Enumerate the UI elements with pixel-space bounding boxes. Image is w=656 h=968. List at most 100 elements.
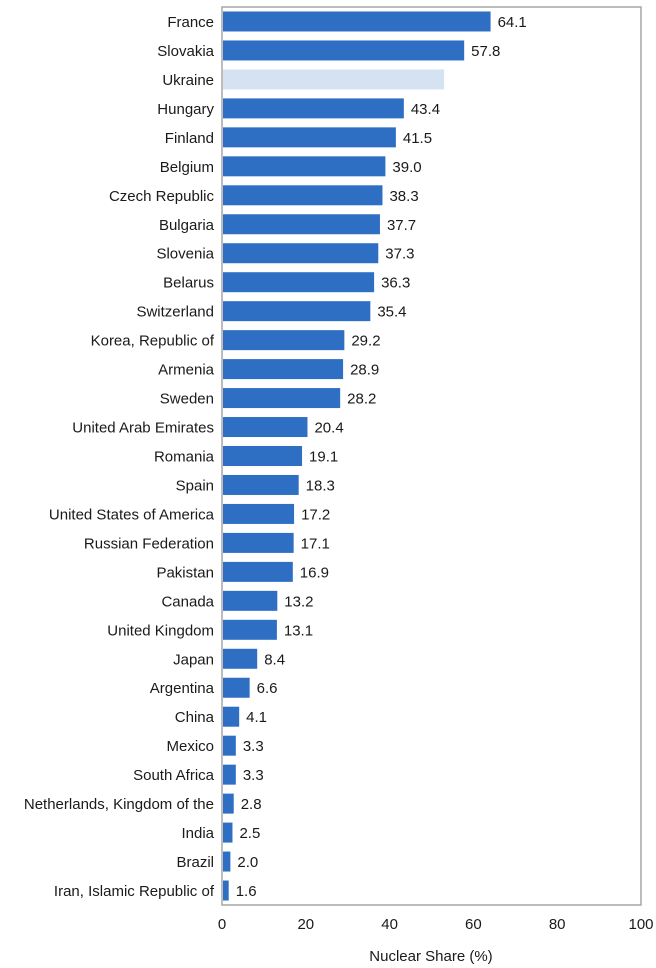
category-label: Netherlands, Kingdom of the [24, 796, 214, 813]
category-label: Czech Republic [109, 188, 215, 205]
bar [223, 127, 396, 148]
bar [223, 619, 277, 640]
value-label: 37.3 [385, 246, 414, 263]
value-label: 28.9 [350, 362, 379, 379]
value-label: 2.5 [239, 825, 260, 842]
bar [223, 503, 295, 524]
category-label: China [175, 709, 215, 726]
bar [223, 677, 250, 698]
category-label: Pakistan [156, 564, 214, 581]
bar [223, 590, 278, 611]
value-label: 1.6 [236, 883, 257, 900]
category-label: Finland [165, 130, 214, 147]
value-label: 38.3 [389, 188, 418, 205]
category-label: United States of America [49, 506, 215, 523]
value-label: 37.7 [387, 217, 416, 234]
bar [223, 214, 380, 235]
value-label: 8.4 [264, 651, 285, 668]
x-tick-label: 20 [297, 916, 314, 933]
bars-group [223, 11, 491, 901]
category-label: Hungary [157, 101, 214, 118]
value-label: 2.0 [237, 854, 258, 871]
bar [223, 446, 303, 466]
bar [223, 69, 445, 90]
value-label: 57.8 [471, 43, 500, 60]
category-label: United Arab Emirates [72, 420, 214, 437]
category-label: Armenia [158, 362, 215, 379]
category-label: Canada [161, 593, 214, 610]
category-label: Spain [176, 477, 214, 494]
category-label: Belarus [163, 275, 214, 292]
category-label: Romania [154, 449, 215, 466]
value-label: 35.4 [377, 304, 406, 321]
value-label: 20.4 [314, 420, 343, 437]
bar [223, 185, 383, 206]
category-label: Russian Federation [84, 535, 214, 552]
bar [223, 388, 341, 409]
category-label: Argentina [150, 680, 215, 697]
bar [223, 156, 386, 177]
bar [223, 706, 240, 727]
bar [223, 880, 229, 901]
x-tick-label: 0 [218, 916, 226, 933]
bar [223, 417, 308, 438]
bar [223, 11, 491, 32]
value-label: 13.1 [284, 622, 313, 639]
category-label: Ukraine [162, 72, 214, 89]
bar [223, 764, 236, 785]
x-tick-labels-group: 0 20 40 60 80 100 [218, 916, 654, 933]
category-label: Belgium [160, 159, 214, 176]
x-axis-label: Nuclear Share (%) [369, 948, 492, 965]
category-label: Sweden [160, 391, 214, 408]
bar [223, 359, 344, 380]
bar [223, 243, 379, 264]
value-label: 4.1 [246, 709, 267, 726]
x-tick-label: 40 [381, 916, 398, 933]
bar [223, 301, 371, 322]
bar [223, 272, 375, 293]
bar [223, 735, 236, 756]
bar [223, 561, 293, 582]
bar [223, 648, 258, 669]
category-label: Bulgaria [159, 217, 215, 234]
value-label: 43.4 [411, 101, 440, 118]
value-label: 36.3 [381, 275, 410, 292]
value-label: 17.2 [301, 506, 330, 523]
bar [223, 532, 294, 553]
category-label: Switzerland [136, 304, 214, 321]
category-label: France [167, 14, 214, 31]
category-label: United Kingdom [107, 622, 214, 639]
value-label: 39.0 [392, 159, 421, 176]
value-label: 19.1 [309, 449, 338, 466]
bar [223, 851, 231, 872]
value-label: 13.2 [284, 593, 313, 610]
value-label: 18.3 [306, 477, 335, 494]
bar [223, 822, 233, 843]
bar [223, 40, 465, 61]
category-label: South Africa [133, 767, 215, 784]
category-label: Korea, Republic of [91, 333, 215, 350]
value-labels-group: 64.1 57.8 43.4 41.5 39.0 38.3 37.7 37.3 36.3 35.4… [236, 14, 527, 900]
bar [223, 330, 345, 351]
category-label: Brazil [176, 854, 214, 871]
value-label: 29.2 [351, 333, 380, 350]
category-labels-group: France Slovakia Ukraine Hungary Finland Belgi… [24, 14, 215, 900]
value-label: 16.9 [300, 564, 329, 581]
x-tick-label: 80 [549, 916, 566, 933]
value-label: 6.6 [257, 680, 278, 697]
category-label: Slovakia [157, 43, 214, 60]
bar [223, 474, 299, 495]
category-label: Iran, Islamic Republic of [54, 883, 215, 900]
x-tick-label: 60 [465, 916, 482, 933]
value-label: 17.1 [301, 535, 330, 552]
value-label: 2.8 [241, 796, 262, 813]
category-label: Japan [173, 651, 214, 668]
bar [223, 793, 234, 814]
value-label: 28.2 [347, 391, 376, 408]
category-label: India [181, 825, 214, 842]
value-label: 64.1 [498, 14, 527, 31]
category-label: Mexico [166, 738, 214, 755]
category-label: Slovenia [156, 246, 214, 263]
value-label: 3.3 [243, 738, 264, 755]
